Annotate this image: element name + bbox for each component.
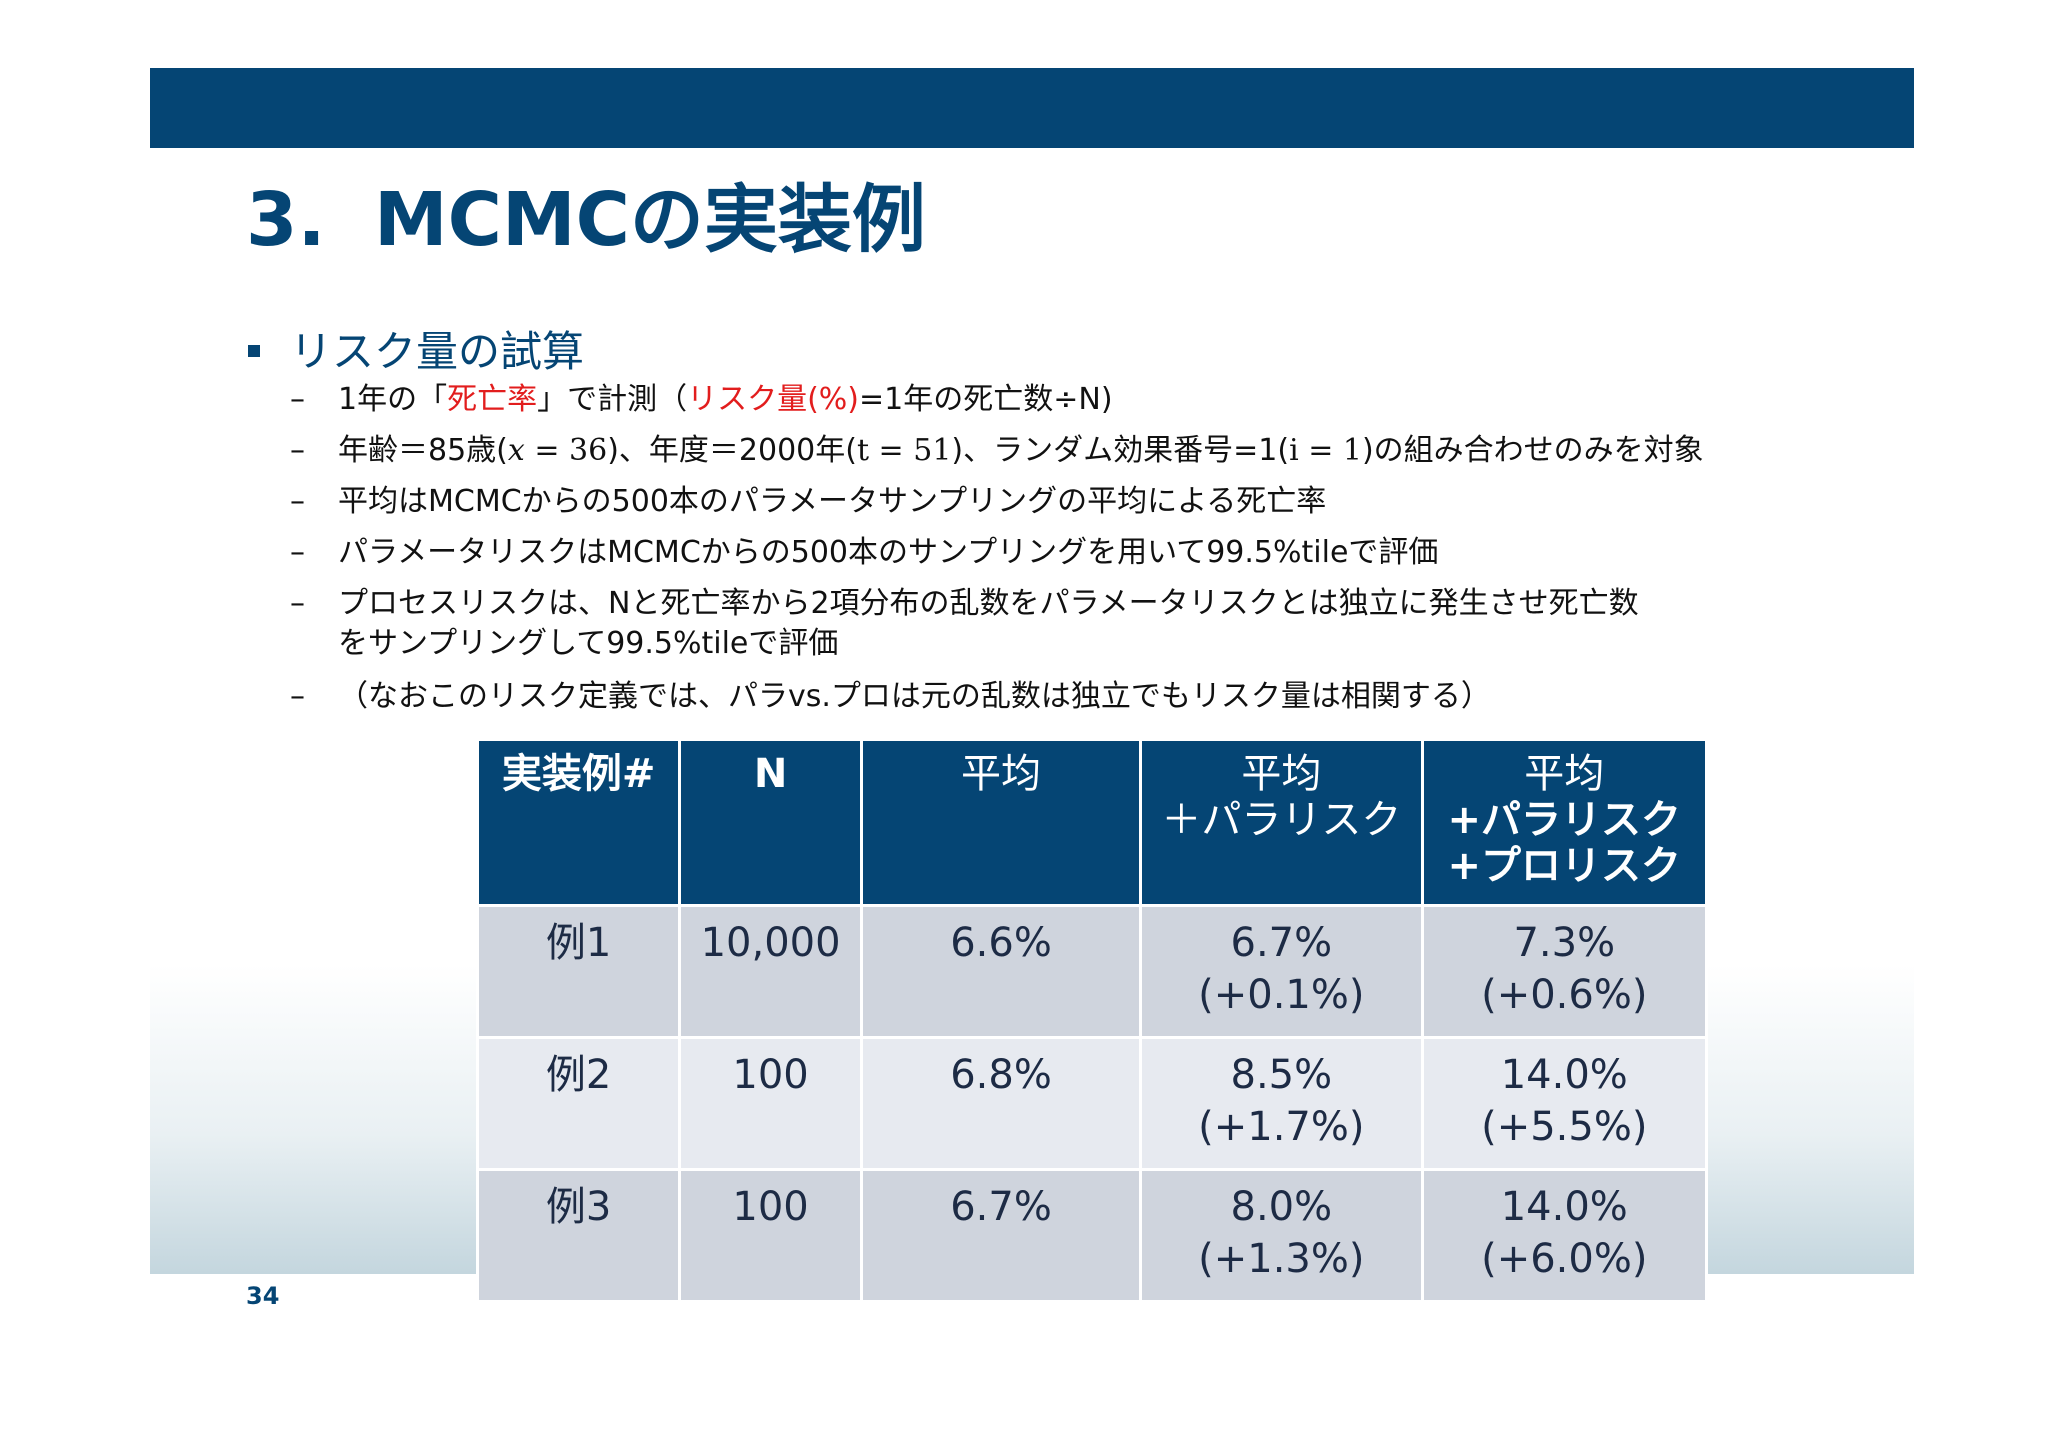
cell-value: 8.0% bbox=[1230, 1184, 1333, 1230]
main-bullet: リスク量の試算 bbox=[248, 318, 584, 379]
cell-value: 14.0% bbox=[1500, 1052, 1628, 1098]
cell-mean-para: 8.5% (+1.7%) bbox=[1139, 1036, 1424, 1171]
header-mean-para: 平均 ＋パラリスク bbox=[1139, 738, 1424, 907]
dash-icon: – bbox=[290, 433, 305, 468]
cell-n: 100 bbox=[678, 1036, 863, 1171]
dash-icon: – bbox=[290, 382, 305, 417]
cell-example: 例3 bbox=[475, 1168, 682, 1303]
cell-mean-para: 8.0% (+1.3%) bbox=[1139, 1168, 1424, 1303]
math-t: t = 51 bbox=[856, 433, 952, 468]
cell-value: 8.5% bbox=[1230, 1052, 1333, 1098]
header-bar bbox=[150, 68, 1914, 148]
highlight-mortality: 死亡率 bbox=[447, 382, 538, 417]
sub-item-2-text: )、ランダム効果番号=1( bbox=[951, 433, 1290, 468]
cell-diff: (+1.7%) bbox=[1198, 1104, 1365, 1150]
cell-value: 6.7% bbox=[1230, 920, 1333, 966]
cell-n: 10,000 bbox=[678, 904, 863, 1039]
table-row: 例2 100 6.8% 8.5% (+1.7%) 14.0% (+5.5%) bbox=[475, 1036, 1709, 1171]
cell-diff: (+0.6%) bbox=[1481, 972, 1648, 1018]
sub-item-1-text: 1年の「 bbox=[338, 382, 448, 417]
cell-diff: (+0.1%) bbox=[1198, 972, 1365, 1018]
table-row: 例1 10,000 6.6% 6.7% (+0.1%) 7.3% (+0.6%) bbox=[475, 904, 1709, 1039]
cell-value: 7.3% bbox=[1513, 920, 1616, 966]
cell-diff: (+1.3%) bbox=[1198, 1236, 1365, 1282]
header-n: N bbox=[678, 738, 863, 907]
cell-example: 例1 bbox=[475, 904, 682, 1039]
cell-example: 例2 bbox=[475, 1036, 682, 1171]
header-mean-para-pro: 平均 +パラリスク +プロリスク bbox=[1420, 738, 1709, 907]
cell-mean-para-pro: 14.0% (+5.5%) bbox=[1420, 1036, 1709, 1171]
sub-item-3: – 平均はMCMCからの500本のパラメータサンプリングの平均による死亡率 bbox=[290, 482, 1326, 522]
slide-title: 3. MCMCの実装例 bbox=[246, 160, 926, 267]
sub-item-4-text: パラメータリスクはMCMCからの500本のサンプリングを用いて99.5%tile… bbox=[338, 535, 1439, 570]
cell-mean-para-pro: 14.0% (+6.0%) bbox=[1420, 1168, 1709, 1303]
results-table: 実装例# N 平均 平均 ＋パラリスク 平均 +パラリスク +プロリスク 例1 … bbox=[475, 738, 1709, 1303]
cell-diff: (+5.5%) bbox=[1481, 1104, 1648, 1150]
sub-item-2-text: 年齢＝85歳( bbox=[338, 433, 508, 468]
main-bullet-text: リスク量の試算 bbox=[290, 327, 585, 376]
dash-icon: – bbox=[290, 586, 305, 621]
dash-icon: – bbox=[290, 679, 305, 714]
cell-mean-para: 6.7% (+0.1%) bbox=[1139, 904, 1424, 1039]
cell-n: 100 bbox=[678, 1168, 863, 1303]
sub-item-3-text: 平均はMCMCからの500本のパラメータサンプリングの平均による死亡率 bbox=[338, 484, 1327, 519]
dash-icon: – bbox=[290, 535, 305, 570]
page-number: 34 bbox=[246, 1282, 280, 1310]
sub-item-5-text: プロセスリスクは、Nと死亡率から2項分布の乱数をパラメータリスクとは独立に発生さ… bbox=[338, 586, 1639, 621]
sub-item-6-text: （なおこのリスク定義では、パラvs.プロは元の乱数は独立でもリスク量は相関する） bbox=[338, 679, 1491, 714]
math-i: i = 1 bbox=[1289, 433, 1362, 468]
sub-item-2-text: )の組み合わせのみを対象 bbox=[1361, 433, 1704, 468]
table-row: 例3 100 6.7% 8.0% (+1.3%) 14.0% (+6.0%) bbox=[475, 1168, 1709, 1303]
header-example: 実装例# bbox=[475, 738, 682, 907]
sub-item-6: – （なおこのリスク定義では、パラvs.プロは元の乱数は独立でもリスク量は相関する… bbox=[290, 677, 1491, 717]
sub-item-1: –1年の「死亡率」で計測（リスク量(%)=1年の死亡数÷N) bbox=[290, 380, 1113, 420]
header-mean-para-pro-l3: +プロリスク bbox=[1447, 843, 1682, 889]
sub-item-5: – プロセスリスクは、Nと死亡率から2項分布の乱数をパラメータリスクとは独立に発生… bbox=[290, 584, 1639, 664]
sub-item-1-text: =1年の死亡数÷N) bbox=[859, 382, 1113, 417]
cell-mean-para-pro: 7.3% (+0.6%) bbox=[1420, 904, 1709, 1039]
sub-item-2-text: )、年度＝2000年( bbox=[607, 433, 857, 468]
header-mean-para-pro-l2: +パラリスク bbox=[1447, 797, 1682, 843]
sub-item-2: – 年齢＝85歳(𝑥 = 36)、年度＝2000年(t = 51)、ランダム効果番… bbox=[290, 431, 1704, 471]
sub-item-1-text: 」で計測（ bbox=[537, 382, 688, 417]
dash-icon: – bbox=[290, 484, 305, 519]
sub-item-5-text-cont: をサンプリングして99.5%tileで評価 bbox=[338, 626, 839, 661]
math-x: 𝑥 = 36 bbox=[507, 433, 608, 468]
cell-mean: 6.7% bbox=[859, 1168, 1143, 1303]
header-mean: 平均 bbox=[859, 738, 1143, 907]
cell-value: 14.0% bbox=[1500, 1184, 1628, 1230]
highlight-risk-amount: リスク量(%) bbox=[687, 382, 860, 417]
square-bullet-icon bbox=[248, 344, 260, 357]
header-mean-para-l1: 平均 bbox=[1241, 751, 1322, 797]
title-number: 3. bbox=[246, 177, 326, 263]
header-mean-para-pro-l1: 平均 bbox=[1524, 751, 1605, 797]
header-mean-para-l2: ＋パラリスク bbox=[1161, 797, 1402, 843]
table-header-row: 実装例# N 平均 平均 ＋パラリスク 平均 +パラリスク +プロリスク bbox=[475, 738, 1709, 907]
title-text: MCMCの実装例 bbox=[374, 177, 926, 263]
cell-diff: (+6.0%) bbox=[1481, 1236, 1648, 1282]
cell-mean: 6.8% bbox=[859, 1036, 1143, 1171]
sub-item-4: – パラメータリスクはMCMCからの500本のサンプリングを用いて99.5%til… bbox=[290, 533, 1438, 573]
cell-mean: 6.6% bbox=[859, 904, 1143, 1039]
